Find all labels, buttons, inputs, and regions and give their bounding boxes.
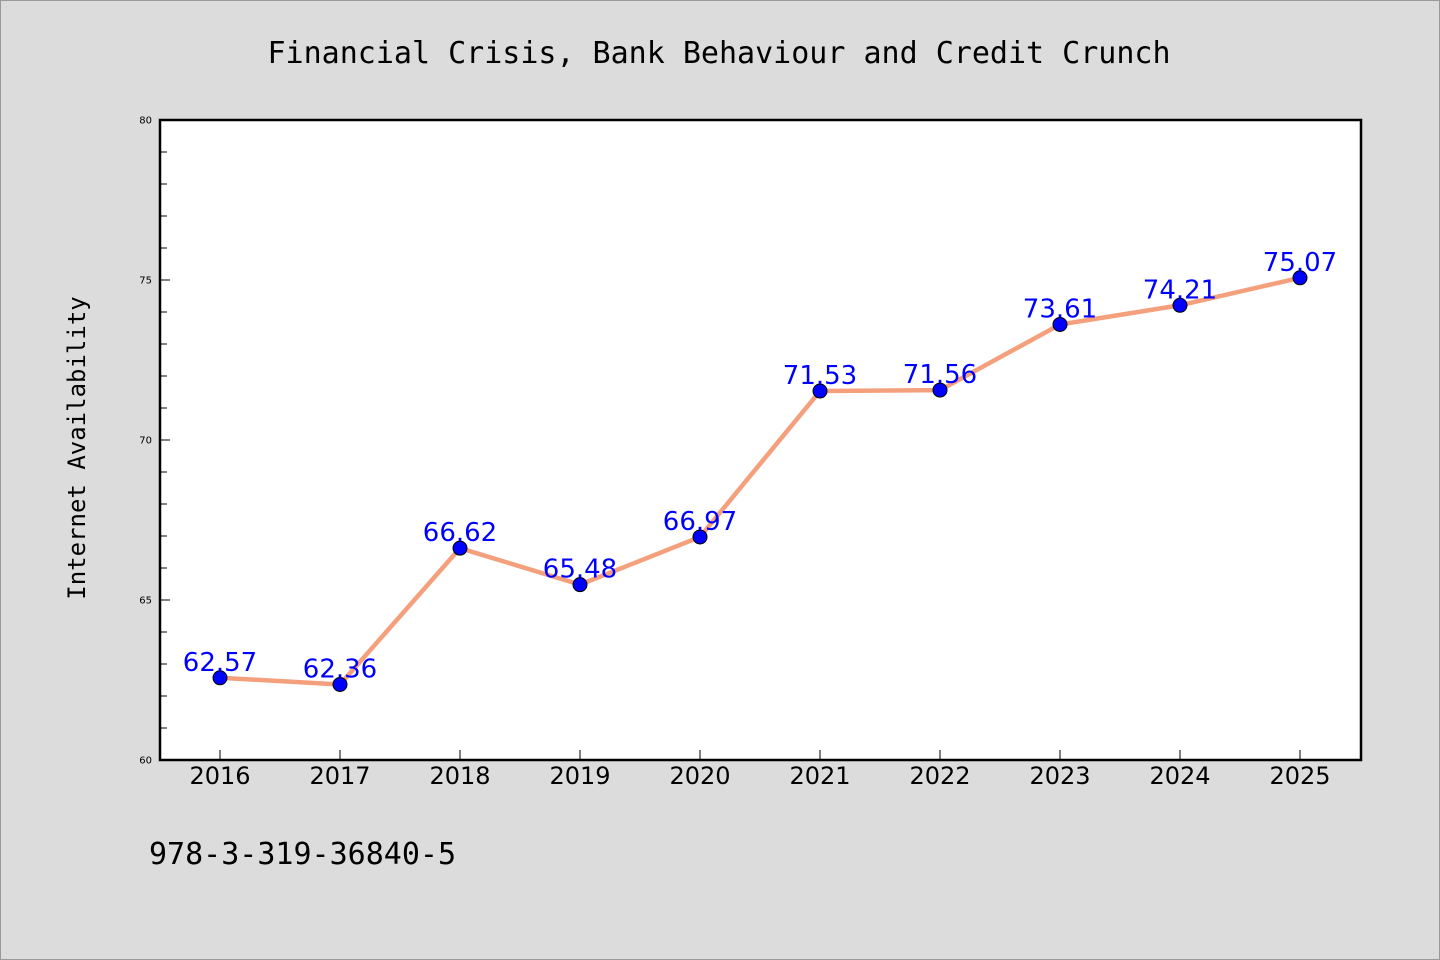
- x-tick-label: 2019: [549, 762, 610, 790]
- data-point-marker: [932, 382, 948, 398]
- series-line: [219, 275, 1301, 687]
- data-label: 62.36: [303, 654, 377, 684]
- x-tick-label: 2022: [909, 762, 970, 790]
- data-point-marker: [1292, 270, 1308, 286]
- data-label: 71.53: [783, 361, 857, 391]
- y-tick-label: 75: [139, 276, 152, 287]
- data-point-marker: [212, 670, 228, 686]
- data-label: 74.21: [1143, 275, 1217, 305]
- x-axis-tick-labels: 2016 2017 2018 2019 2020 2021 2022 2023 2024 2025: [189, 762, 1330, 790]
- data-point-marker: [1052, 316, 1068, 332]
- plot-border: [158, 118, 1363, 762]
- data-label: 71.56: [903, 360, 977, 390]
- series-markers: [212, 270, 1308, 692]
- x-tick-label: 2021: [789, 762, 850, 790]
- y-tick-label: 60: [139, 756, 152, 767]
- y-axis-label: Internet Availability: [63, 296, 91, 599]
- data-point-marker: [572, 577, 588, 593]
- y-tick-label: 65: [139, 596, 152, 607]
- data-point-marker: [452, 540, 468, 556]
- y-axis-tick-labels: 60 65 70 75 80: [139, 116, 152, 767]
- y-tick-label: 70: [139, 436, 152, 447]
- x-tick-label: 2025: [1269, 762, 1330, 790]
- x-tick-label: 2024: [1149, 762, 1210, 790]
- data-label: 73.61: [1023, 294, 1097, 324]
- plot-area: [160, 120, 1361, 760]
- isbn-footnote: 978-3-319-36840-5: [149, 837, 456, 872]
- chart-title: Financial Crisis, Bank Behaviour and Cre…: [267, 36, 1170, 71]
- x-tick-label: 2016: [189, 762, 250, 790]
- data-label: 66.97: [663, 507, 737, 537]
- data-label: 75.07: [1263, 248, 1337, 278]
- x-tick-label: 2020: [669, 762, 730, 790]
- data-point-marker: [812, 383, 828, 399]
- x-tick-label: 2018: [429, 762, 490, 790]
- x-axis-ticks: [219, 750, 1301, 760]
- data-label: 65.48: [543, 555, 617, 585]
- data-labels: 62.57 62.36 66.62 65.48 66.97 71.53 71.56 73.61…: [183, 248, 1337, 685]
- x-tick-label: 2023: [1029, 762, 1090, 790]
- data-label: 66.62: [423, 518, 497, 548]
- data-point-marker: [1172, 297, 1188, 313]
- x-tick-label: 2017: [309, 762, 370, 790]
- data-label: 62.57: [183, 648, 257, 678]
- data-point-marker: [692, 529, 708, 545]
- y-tick-label: 80: [139, 116, 152, 127]
- data-point-marker: [332, 676, 348, 692]
